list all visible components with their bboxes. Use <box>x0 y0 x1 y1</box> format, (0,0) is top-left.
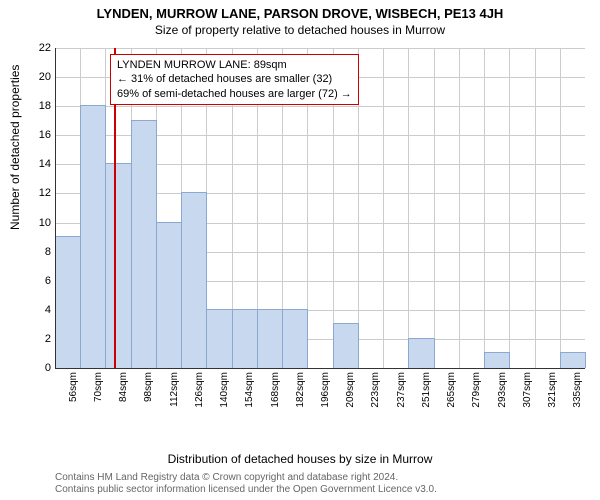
grid-line <box>560 48 561 368</box>
histogram-bar <box>408 338 434 368</box>
histogram-bar <box>484 352 510 368</box>
x-tick-label: 182sqm <box>295 372 306 417</box>
x-tick-label: 140sqm <box>219 372 230 417</box>
x-tick-label: 321sqm <box>547 372 558 417</box>
footer-line: Contains HM Land Registry data © Crown c… <box>55 472 437 484</box>
histogram-bar <box>105 163 131 368</box>
grid-line <box>383 48 384 368</box>
x-axis-label: Distribution of detached houses by size … <box>0 452 600 466</box>
x-tick-label: 112sqm <box>169 372 180 417</box>
grid-line <box>535 48 536 368</box>
histogram-bar <box>206 309 232 368</box>
x-tick-label: 237sqm <box>396 372 407 417</box>
axis-line <box>55 48 56 368</box>
axis-line <box>55 368 585 369</box>
histogram-bar <box>156 222 182 368</box>
x-tick-label: 223sqm <box>370 372 381 417</box>
histogram-bar <box>55 236 81 368</box>
grid-line <box>55 106 585 107</box>
footer-line: Contains public sector information licen… <box>55 484 437 496</box>
y-tick-label: 18 <box>21 100 51 112</box>
grid-line <box>408 48 409 368</box>
histogram-bar <box>333 323 359 368</box>
histogram-bar <box>560 352 586 368</box>
x-tick-label: 209sqm <box>345 372 356 417</box>
x-tick-label: 293sqm <box>497 372 508 417</box>
chart-title: LYNDEN, MURROW LANE, PARSON DROVE, WISBE… <box>0 0 600 21</box>
histogram-bar <box>232 309 258 368</box>
annotation-box: LYNDEN MURROW LANE: 89sqm← 31% of detach… <box>110 54 359 105</box>
histogram-bar <box>257 309 283 368</box>
x-tick-label: 98sqm <box>143 372 154 417</box>
histogram-bar <box>282 309 308 368</box>
y-tick-label: 0 <box>21 362 51 374</box>
grid-line <box>459 48 460 368</box>
x-tick-label: 307sqm <box>522 372 533 417</box>
x-tick-label: 196sqm <box>320 372 331 417</box>
x-tick-label: 126sqm <box>194 372 205 417</box>
y-tick-label: 12 <box>21 187 51 199</box>
chart-subtitle: Size of property relative to detached ho… <box>0 21 600 37</box>
histogram-bar <box>131 120 157 368</box>
x-tick-label: 265sqm <box>446 372 457 417</box>
x-tick-label: 84sqm <box>118 372 129 417</box>
y-axis-label: Number of detached properties <box>8 65 22 230</box>
histogram-bar <box>80 105 106 368</box>
footer-attribution: Contains HM Land Registry data © Crown c… <box>55 472 437 496</box>
y-tick-label: 2 <box>21 333 51 345</box>
x-tick-label: 154sqm <box>244 372 255 417</box>
y-tick-label: 22 <box>21 42 51 54</box>
y-tick-label: 14 <box>21 158 51 170</box>
grid-line <box>55 48 585 49</box>
plot-area: 024681012141618202256sqm70sqm84sqm98sqm1… <box>55 48 585 418</box>
annotation-line: 69% of semi-detached houses are larger (… <box>117 87 352 101</box>
x-tick-label: 251sqm <box>421 372 432 417</box>
grid-line <box>509 48 510 368</box>
y-tick-label: 8 <box>21 246 51 258</box>
y-tick-label: 16 <box>21 129 51 141</box>
annotation-line: LYNDEN MURROW LANE: 89sqm <box>117 58 352 72</box>
y-tick-label: 10 <box>21 217 51 229</box>
x-tick-label: 56sqm <box>68 372 79 417</box>
histogram-bar <box>181 192 207 368</box>
grid-line <box>434 48 435 368</box>
x-tick-label: 279sqm <box>471 372 482 417</box>
y-tick-label: 6 <box>21 275 51 287</box>
chart-container: LYNDEN, MURROW LANE, PARSON DROVE, WISBE… <box>0 0 600 500</box>
y-tick-label: 20 <box>21 71 51 83</box>
x-tick-label: 168sqm <box>270 372 281 417</box>
grid-line <box>484 48 485 368</box>
y-tick-label: 4 <box>21 304 51 316</box>
annotation-line: ← 31% of detached houses are smaller (32… <box>117 72 352 86</box>
x-tick-label: 70sqm <box>93 372 104 417</box>
x-tick-label: 335sqm <box>572 372 583 417</box>
